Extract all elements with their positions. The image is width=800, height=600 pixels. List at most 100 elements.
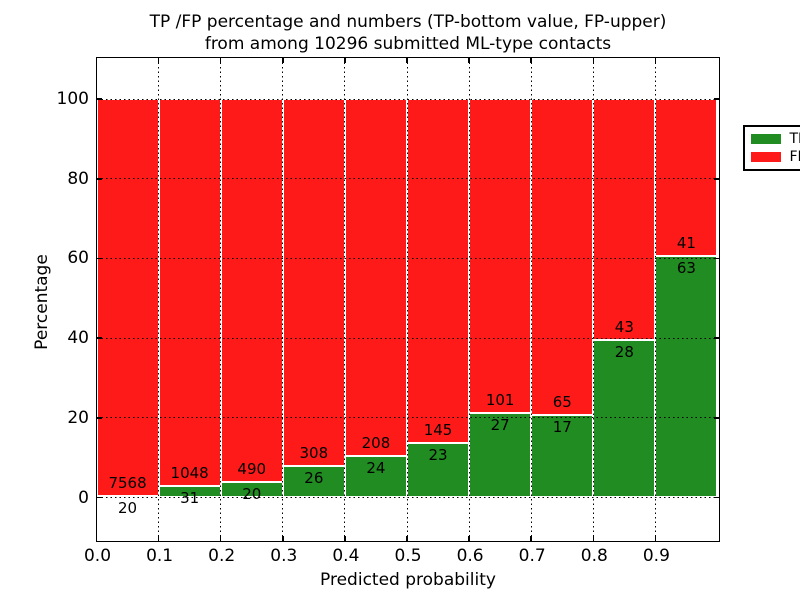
gridline-vertical (282, 57, 284, 541)
x-tick-label: 0.7 (518, 546, 546, 566)
fp-legend-swatch (750, 151, 781, 162)
x-tick-label: 0.4 (332, 546, 360, 566)
gridline-vertical (220, 57, 222, 541)
gridline-horizontal (96, 98, 719, 100)
bar-fp-segment (96, 99, 159, 497)
gridline-horizontal (96, 257, 719, 259)
fp-count-label: 1048 (170, 464, 209, 483)
fp-count-label: 41 (676, 234, 696, 253)
chart-title-line2: from among 10296 submitted ML-type conta… (204, 34, 612, 54)
x-tick-top (95, 57, 98, 63)
fp-count-label: 7568 (108, 474, 147, 493)
x-tick-top (157, 57, 160, 63)
x-tick-bottom (95, 535, 98, 541)
gridline-vertical (654, 57, 656, 541)
gridline-horizontal (96, 417, 719, 419)
tp-legend-swatch (750, 133, 781, 144)
tp-count-label: 17 (552, 417, 572, 436)
tp-count-label: 26 (304, 469, 324, 488)
y-tick-left (96, 257, 102, 260)
tp-count-label: 23 (428, 445, 448, 464)
x-tick-top (468, 57, 470, 63)
x-tick-label: 0.1 (146, 546, 174, 566)
gridline-vertical (592, 57, 594, 541)
y-axis-label: Percentage (32, 254, 52, 350)
y-tick-right (713, 496, 719, 499)
gridline-horizontal (96, 337, 719, 339)
x-tick-bottom (406, 535, 408, 541)
bar-fp-segment (282, 99, 345, 467)
bar-fp-segment (407, 99, 470, 443)
x-tick-bottom (282, 535, 284, 541)
y-tick-label: 40 (67, 328, 89, 349)
fp-count-label: 308 (299, 444, 329, 463)
x-tick-bottom (530, 535, 532, 541)
y-tick-right (713, 417, 719, 419)
tp-count-label: 20 (242, 484, 262, 503)
x-tick-top (344, 57, 346, 63)
y-tick-left (96, 417, 102, 419)
tp-count-label: 24 (366, 459, 386, 478)
x-tick-top (530, 57, 532, 63)
x-tick-top (219, 57, 222, 63)
tp-count-label: 20 (118, 499, 138, 518)
x-tick-bottom (468, 535, 470, 541)
y-tick-right (713, 178, 719, 180)
bar-tp-segment (655, 256, 718, 498)
x-tick-label: 0.5 (394, 546, 422, 566)
tp-count-label: 27 (490, 416, 510, 435)
x-tick-label: 0.8 (580, 546, 608, 566)
bar-tp-segment (282, 466, 345, 498)
y-tick-right (713, 257, 719, 260)
bar-tp-segment (344, 456, 407, 498)
gridline-vertical (468, 57, 470, 541)
bar-fp-segment (220, 99, 283, 482)
fp-count-label: 43 (614, 318, 634, 337)
y-tick-label: 0 (78, 487, 89, 508)
fp-count-label: 490 (237, 459, 267, 478)
y-tick-right (713, 98, 719, 100)
bar-tp-segment (593, 340, 656, 498)
plot-area: TPFP 7568 20 1048 31 490 20 308 26 208 24 145 23 101… (95, 56, 800, 542)
x-tick-label: 0.0 (83, 546, 112, 566)
legend: TPFP (742, 124, 800, 171)
legend-entry: FP (750, 148, 800, 165)
y-tick-right (713, 337, 719, 339)
x-axis-label: Predicted probability (320, 570, 496, 590)
y-tick-label: 20 (67, 407, 89, 428)
fp-count-label: 208 (361, 434, 391, 453)
y-tick-left (96, 178, 102, 180)
x-tick-label: 0.2 (208, 546, 236, 566)
tp-count-label: 63 (676, 259, 696, 278)
gridline-horizontal (96, 178, 719, 180)
bar-tp-segment (158, 486, 221, 498)
bar-fp-segment (158, 99, 221, 487)
tp-count-label: 28 (614, 343, 634, 362)
gridline-vertical (530, 57, 532, 541)
x-tick-bottom (592, 535, 595, 541)
bar-fp-segment (655, 99, 718, 257)
y-tick-left (96, 337, 102, 339)
y-tick-left (96, 98, 102, 100)
fp-count-label: 65 (552, 392, 572, 411)
x-tick-bottom (219, 535, 222, 541)
bar-tp-segment (469, 413, 532, 498)
tp-count-label: 31 (180, 489, 200, 508)
y-tick-label: 80 (67, 168, 89, 189)
bar-fp-segment (469, 99, 532, 414)
fp-count-label: 145 (423, 420, 453, 439)
chart-title-line1: TP /FP percentage and numbers (TP-bottom… (149, 12, 667, 32)
legend-entry-label: TP (789, 130, 800, 147)
gridline-vertical (406, 57, 408, 541)
x-tick-top (406, 57, 408, 63)
gridline-vertical (344, 57, 346, 541)
gridline-horizontal (96, 497, 719, 498)
y-tick-left (96, 496, 102, 499)
legend-entry-label: FP (789, 148, 800, 165)
x-tick-top (654, 57, 657, 63)
bar-fp-segment (593, 99, 656, 341)
x-tick-bottom (157, 535, 160, 541)
x-tick-bottom (344, 535, 346, 541)
gridline-vertical (158, 57, 160, 541)
